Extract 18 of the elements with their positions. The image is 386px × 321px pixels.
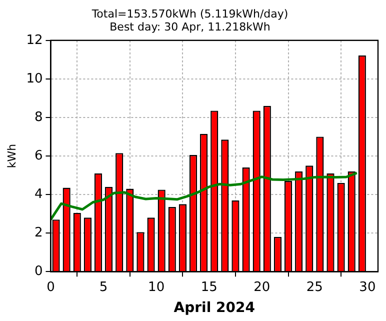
y-tick-label: 0 — [34, 264, 43, 279]
x-tick-label: 25 — [306, 280, 323, 295]
x-tick-label: 10 — [148, 280, 165, 295]
y-tick-label: 4 — [34, 186, 43, 202]
x-tick-label: 0 — [46, 280, 55, 295]
x-axis-title: April 2024 — [174, 300, 256, 316]
y-axis-title: kWh — [5, 144, 18, 168]
x-tick-label: 30 — [359, 280, 376, 295]
y-tick-label: 2 — [34, 225, 43, 240]
y-tick-label: 10 — [26, 71, 43, 86]
chart-subtitle: Best day: 30 Apr, 11.218kWh — [110, 20, 270, 34]
x-tick-label: 15 — [200, 280, 218, 295]
chart-title: Total=153.570kWh (5.119kWh/day) — [90, 7, 288, 20]
x-tick-label: 20 — [254, 280, 270, 295]
y-tick-label: 8 — [34, 110, 43, 125]
y-tick-label: 6 — [34, 148, 43, 164]
x-tick-label: 5 — [99, 280, 108, 295]
y-tick-label: 12 — [26, 32, 43, 48]
